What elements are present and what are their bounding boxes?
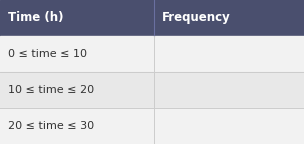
Bar (0, 0, 304, 36)
Bar (154, 36, 304, 72)
Bar (0, 72, 154, 108)
Bar (154, 108, 304, 144)
Text: 20 ≤ time ≤ 30: 20 ≤ time ≤ 30 (8, 121, 94, 131)
Text: Frequency: Frequency (161, 12, 230, 24)
Text: 0 ≤ time ≤ 10: 0 ≤ time ≤ 10 (8, 49, 87, 59)
Bar (0, 108, 154, 144)
Bar (0, 36, 154, 72)
Text: 10 ≤ time ≤ 20: 10 ≤ time ≤ 20 (8, 85, 94, 95)
Bar (154, 72, 304, 108)
Text: Time (h): Time (h) (8, 12, 64, 24)
